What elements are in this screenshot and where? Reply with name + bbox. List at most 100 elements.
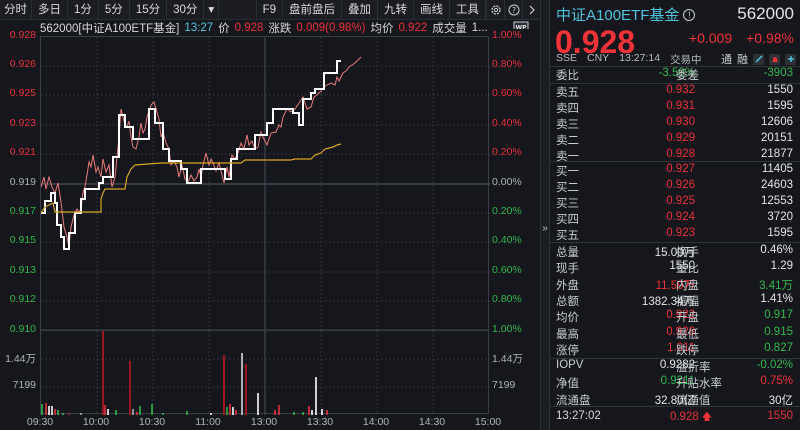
volume-chart[interactable]	[40, 330, 490, 415]
weicha-value: -3903	[763, 67, 793, 79]
panel-splitter[interactable]	[540, 0, 550, 430]
stat-value: 0.928	[666, 325, 695, 338]
stat-row: 净值 0.9211 升贴水率 0.75%	[550, 375, 800, 391]
divider	[550, 161, 800, 162]
stat-row: 均价 0.922 开盘 0.917	[550, 309, 800, 325]
ask-level-row[interactable]: 卖四 0.931 1595	[550, 100, 800, 116]
level-qty: 1595	[767, 100, 793, 112]
stat-label: 最低	[676, 328, 699, 341]
tab-multi-day[interactable]: 多日	[32, 0, 68, 20]
gear-icon[interactable]	[486, 0, 504, 20]
bid-level-row[interactable]: 买一 0.927 11405	[550, 163, 800, 179]
stat-value: 1550	[669, 260, 695, 273]
collapse-panel-icon[interactable]: »	[542, 223, 548, 234]
ask-level-row[interactable]: 卖三 0.930 12606	[550, 116, 800, 132]
stat-label: 现手	[556, 263, 579, 276]
stat-label: 总额	[556, 295, 579, 308]
bid-level-row[interactable]: 买三 0.925 12553	[550, 195, 800, 211]
stat-row: 最高 0.928 最低 0.915	[550, 326, 800, 342]
x-tick: 14:30	[418, 416, 446, 428]
x-tick: 11:00	[195, 416, 221, 428]
chevron-right-icon[interactable]	[522, 0, 540, 20]
volume-tick-left: 7199	[0, 379, 36, 430]
avg-label: 均价	[370, 23, 394, 35]
nine-turn-button[interactable]: 九转	[378, 0, 414, 20]
stat-value: 0.46%	[760, 244, 793, 256]
ask-level-row[interactable]: 卖二 0.929 20151	[550, 132, 800, 148]
x-tick: 13:00	[250, 416, 278, 428]
stat-value: -0.02%	[756, 359, 793, 371]
volume-tick-right: 7199	[492, 379, 532, 430]
symbol-label: 562000[中证A100ETF基金]	[40, 23, 180, 35]
level-label: 卖二	[556, 135, 579, 147]
bid-level-row[interactable]: 买五 0.923 1595	[550, 227, 800, 243]
overlay-button[interactable]: 叠加	[342, 0, 378, 20]
weicha-label: 委差	[676, 70, 699, 82]
help-icon[interactable]: ?	[504, 0, 522, 20]
ask-level-row[interactable]: 卖五 0.932 1550	[550, 84, 800, 100]
currency: CNY	[587, 52, 610, 64]
stat-label: 流通值	[676, 394, 711, 407]
tools-button[interactable]: 工具	[450, 0, 486, 20]
stat-value: 1.29	[770, 260, 793, 273]
stat-value: 0.917	[764, 309, 793, 322]
last-price: 0.928	[555, 24, 636, 60]
stat-value: 0.915	[764, 325, 793, 338]
level-label: 买二	[556, 182, 579, 194]
info-icon[interactable]: !	[683, 9, 696, 21]
tab-5min[interactable]: 5分	[99, 0, 130, 20]
level-price: 0.924	[666, 211, 695, 223]
change-label: 涨跌	[268, 23, 292, 35]
edit-icon[interactable]	[753, 53, 764, 65]
alert-bell-icon[interactable]	[769, 53, 780, 65]
x-tick: 14:00	[362, 416, 390, 428]
level-price: 0.925	[666, 195, 695, 207]
stat-value: 1.41%	[760, 292, 793, 305]
bid-level-row[interactable]: 买二 0.926 24603	[550, 179, 800, 195]
tag-rong: 融	[737, 54, 748, 66]
add-watchlist-icon[interactable]	[785, 53, 796, 65]
level-label: 买三	[556, 198, 579, 210]
chart-info-bar: 562000[中证A100ETF基金] 13:27 价 0.928 涨跌 0.0…	[40, 20, 488, 36]
price-change: +0.009 +0.98%	[689, 30, 794, 46]
trading-status: 交易中	[670, 54, 702, 66]
x-tick: 09:30	[26, 416, 54, 428]
level-qty: 21877	[761, 148, 793, 160]
volume-value: 1...	[471, 22, 488, 34]
stat-value: 32.80亿	[654, 394, 695, 407]
stat-label: 溢折率	[676, 362, 711, 374]
stat-value: 15.00万	[654, 247, 695, 259]
period-dropdown-icon[interactable]: ▾	[204, 0, 220, 20]
quote-panel: 中证A100ETF基金! 562000 0.928 +0.009 +0.98% …	[550, 0, 800, 430]
pre-post-market-button[interactable]: 盘前盘后	[283, 0, 342, 20]
stat-row: 总额 1382.34万 振幅 1.41%	[550, 293, 800, 309]
stat-label: 外盘	[556, 279, 579, 292]
level-qty: 3720	[767, 211, 793, 223]
f9-button[interactable]: F9	[255, 0, 283, 20]
weibi-label: 委比	[556, 70, 579, 82]
tab-30min[interactable]: 30分	[167, 0, 205, 20]
stat-row: 现手 1550 量比 1.29	[550, 260, 800, 276]
draw-line-button[interactable]: 画线	[414, 0, 450, 20]
tab-1min[interactable]: 1分	[68, 0, 99, 20]
level-price: 0.923	[666, 227, 695, 239]
divider	[550, 242, 800, 243]
change-amount: +0.009	[688, 30, 733, 46]
stat-value: 30亿	[768, 394, 793, 407]
price-label: 价	[218, 23, 230, 35]
level-qty: 1550	[767, 84, 793, 96]
intraday-price-chart[interactable]	[40, 36, 490, 331]
tab-15min[interactable]: 15分	[130, 0, 168, 20]
svg-text:?: ?	[511, 6, 515, 15]
security-code: 562000	[737, 4, 794, 23]
level-label: 卖一	[556, 151, 579, 163]
stat-label: 内盘	[676, 279, 699, 292]
level-label: 卖五	[556, 87, 579, 99]
tab-intraday[interactable]: 分时	[0, 0, 32, 20]
trade-qty: 1550	[767, 410, 793, 422]
bid-level-row[interactable]: 买四 0.924 3720	[550, 211, 800, 227]
ask-level-row[interactable]: 卖一 0.928 21877	[550, 148, 800, 164]
stat-value: 0.9282	[659, 359, 695, 371]
level-price: 0.926	[666, 179, 695, 191]
